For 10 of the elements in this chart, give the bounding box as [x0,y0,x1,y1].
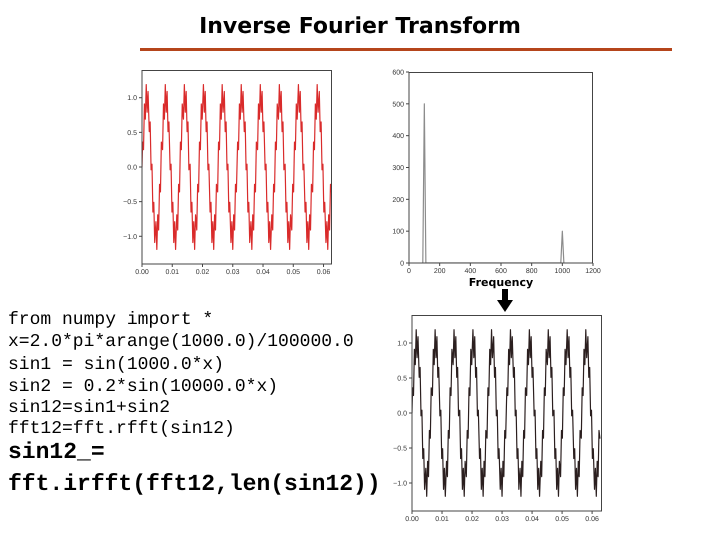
chart-title: Inverse Fourier Transform [198,13,522,41]
text: from numpy import * [8,309,214,331]
x-axis-title: Frequency [468,276,534,289]
text: fft12=fft.rfft(sin12) [8,418,235,440]
text: fft.irfft(fft12,len(sin12)) [8,470,381,498]
text: sin1 = sin(1000.0*x) [8,354,224,376]
text: sin12=sin1+sin2 [8,397,170,419]
text: sin2 = 0.2*sin(10000.0*x) [8,376,278,398]
text: x=2.0*pi*arange(1000.0)/100000.0 [8,331,354,353]
text: sin12_= [8,438,105,466]
